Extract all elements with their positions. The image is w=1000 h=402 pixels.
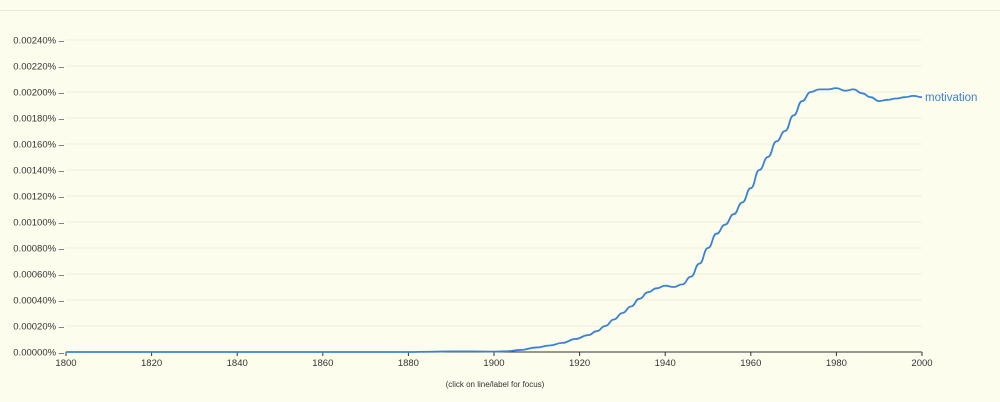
series-label-motivation[interactable]: motivation	[925, 92, 977, 104]
x-tick-label: 1900	[483, 358, 504, 369]
y-tick-label: 0.00100% –	[13, 218, 64, 229]
series-line-motivation[interactable]	[65, 87, 923, 353]
y-tick-label: 0.00160% –	[13, 140, 64, 151]
focus-hint-footnote: (click on line/label for focus)	[446, 380, 545, 389]
y-tick-label: 0.00080% –	[13, 244, 64, 255]
y-tick-label: 0.00220% –	[13, 62, 64, 73]
y-axis-ticks: 0.00000% – 0.00020% – 0.00040% – 0.00060% –…	[13, 36, 64, 359]
series-labels[interactable]: motivation	[925, 92, 977, 104]
y-tick-label: 0.00240% –	[13, 36, 64, 47]
x-tick-label: 1860	[312, 358, 333, 369]
y-tick-label: 0.00200% –	[13, 88, 64, 99]
y-tick-label: 0.00180% –	[13, 114, 64, 125]
x-tick-label: 1960	[740, 358, 761, 369]
y-tick-label: 0.00140% –	[13, 166, 64, 177]
y-tick-label: 0.00120% –	[13, 192, 64, 203]
x-tick-label: 1920	[569, 358, 590, 369]
x-tick-label: 1980	[826, 358, 847, 369]
x-tick-label: 1820	[141, 358, 162, 369]
x-tick-label: 1940	[655, 358, 676, 369]
y-tick-label: 0.00040% –	[13, 296, 64, 307]
series-lines[interactable]	[65, 87, 923, 353]
top-border	[0, 0, 1000, 11]
x-tick-label: 2000	[911, 358, 932, 369]
y-tick-label: 0.00020% –	[13, 322, 64, 333]
x-tick-label: 1880	[398, 358, 419, 369]
y-tick-label: 0.00060% –	[13, 270, 64, 281]
grid-lines	[66, 39, 922, 327]
x-tick-label: 1840	[227, 358, 248, 369]
x-axis-ticks: 1800 1820 1840 1860 1880 1900 1920 1940 1960 1980…	[55, 352, 933, 369]
x-tick-label: 1800	[55, 358, 76, 369]
y-tick-label: 0.00000% –	[13, 348, 64, 359]
